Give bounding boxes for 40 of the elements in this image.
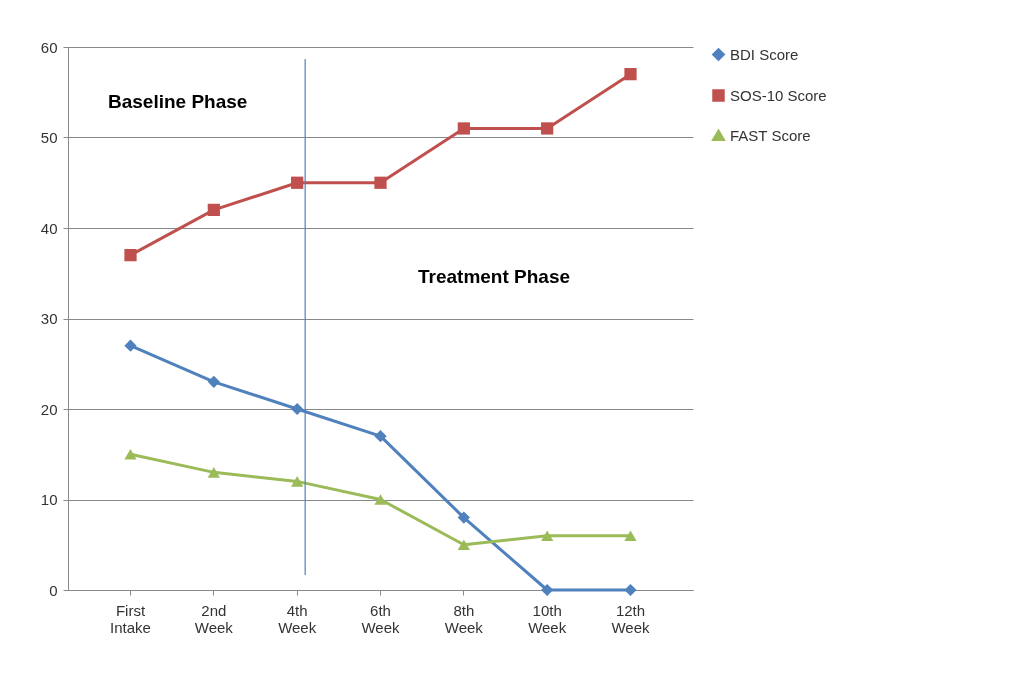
- annotation: Treatment Phase: [418, 266, 571, 287]
- point: [124, 339, 137, 352]
- point: [457, 122, 470, 135]
- x-tick-label: 10th Week: [528, 601, 567, 636]
- y-tick-label: 20: [40, 400, 58, 418]
- point: [207, 375, 220, 388]
- point: [374, 176, 387, 189]
- point: [457, 539, 470, 551]
- x-tick-label: 12th Week: [611, 601, 651, 636]
- point: [457, 511, 470, 524]
- point: [124, 249, 137, 262]
- y-tick-label: 0: [49, 581, 58, 599]
- point: [291, 476, 304, 487]
- y-tick-label: 40: [40, 219, 58, 237]
- point: [541, 530, 554, 541]
- point: [541, 122, 554, 135]
- legend-label: FAST Score: [730, 126, 811, 144]
- point: [374, 430, 387, 443]
- y-tick-label: 30: [40, 310, 58, 327]
- x-tick-label: First Intake: [110, 601, 151, 636]
- y-tick-label: 10: [40, 491, 58, 508]
- point: [624, 530, 637, 541]
- y-tick-label: 60: [40, 38, 58, 56]
- point: [124, 448, 137, 460]
- point: [207, 467, 220, 478]
- point: [207, 203, 220, 217]
- annotation: Baseline Phase: [108, 91, 248, 112]
- x-tick-label: 8th Week: [444, 601, 484, 636]
- point: [541, 583, 554, 597]
- point: [374, 494, 387, 505]
- point: [291, 176, 304, 189]
- y-tick-label: 50: [40, 129, 58, 146]
- x-tick-label: 2nd Week: [194, 601, 234, 636]
- point: [291, 402, 304, 416]
- legend-label: BDI Score: [730, 45, 799, 63]
- x-tick-label: 6th Week: [361, 601, 401, 636]
- point: [624, 68, 637, 81]
- x-tick-label: 4th Week: [278, 601, 317, 636]
- legend-label: SOS-10 Score: [730, 86, 827, 104]
- point: [624, 583, 637, 597]
